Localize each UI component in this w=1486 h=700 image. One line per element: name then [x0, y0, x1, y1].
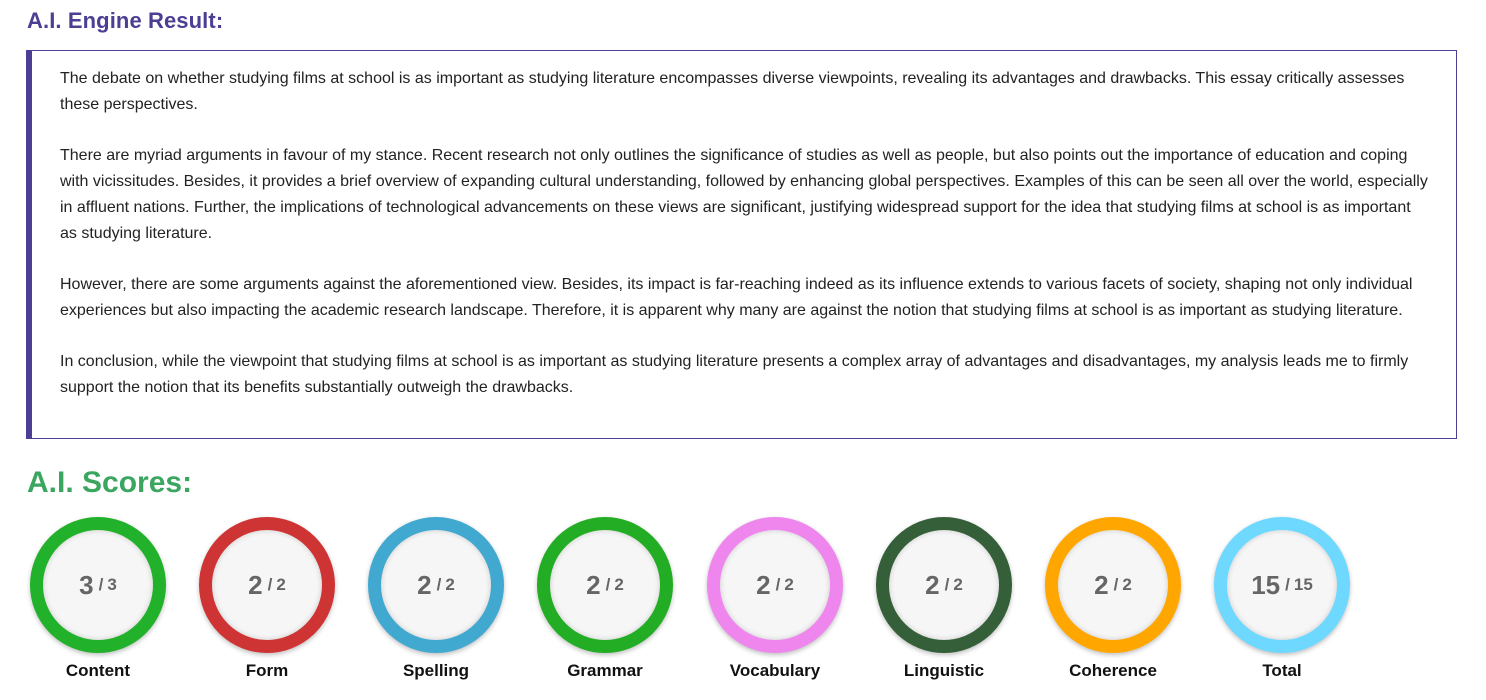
score-grammar: 2/2 Grammar	[537, 517, 673, 681]
score-content: 3/3 Content	[30, 517, 166, 681]
score-max: 15	[1293, 575, 1313, 594]
score-separator: /	[1113, 575, 1119, 594]
score-separator: /	[775, 575, 781, 594]
score-value: 2	[248, 569, 263, 600]
score-max: 2	[953, 575, 963, 594]
score-coherence: 2/2 Coherence	[1045, 517, 1181, 681]
score-ring: 15/15	[1214, 517, 1350, 653]
score-separator: /	[944, 575, 950, 594]
scores-row: 3/3 Content 2/2 Form 2/2 Spelling 2/2 Gr…	[30, 517, 1470, 700]
score-ring: 2/2	[199, 517, 335, 653]
score-form: 2/2 Form	[199, 517, 335, 681]
score-ring: 2/2	[368, 517, 504, 653]
score-label: Spelling	[402, 661, 470, 680]
score-value: 3	[79, 569, 94, 600]
score-label: Content	[65, 661, 131, 680]
score-label: Vocabulary	[729, 661, 821, 680]
score-value: 2	[586, 569, 601, 600]
score-separator: /	[605, 575, 611, 594]
score-label: Grammar	[567, 661, 643, 680]
score-ring: 3/3	[30, 517, 166, 653]
score-spelling: 2/2 Spelling	[368, 517, 504, 681]
score-label: Form	[245, 661, 289, 680]
essay-paragraph: However, there are some arguments agains…	[60, 276, 1413, 319]
score-value: 2	[1094, 569, 1109, 600]
score-separator: /	[98, 575, 104, 594]
score-max: 2	[614, 575, 624, 594]
score-max: 2	[784, 575, 794, 594]
score-ring: 2/2	[876, 517, 1012, 653]
score-label: Coherence	[1069, 661, 1157, 680]
score-separator: /	[267, 575, 273, 594]
score-ring: 2/2	[707, 517, 843, 653]
score-label: Total	[1262, 661, 1302, 680]
score-value: 15	[1251, 569, 1281, 600]
score-max: 2	[445, 575, 455, 594]
score-separator: /	[436, 575, 442, 594]
score-separator: /	[1285, 575, 1290, 594]
score-vocabulary: 2/2 Vocabulary	[707, 517, 843, 681]
score-value: 2	[756, 569, 771, 600]
essay-paragraph: There are myriad arguments in favour of …	[60, 147, 1428, 242]
score-max: 2	[1122, 575, 1132, 594]
score-linguistic: 2/2 Linguistic	[876, 517, 1012, 681]
essay-paragraph: In conclusion, while the viewpoint that …	[60, 353, 1409, 396]
score-label: Linguistic	[903, 661, 985, 680]
score-ring: 2/2	[1045, 517, 1181, 653]
essay-result-box: The debate on whether studying films at …	[26, 50, 1457, 439]
scores-title: A.I. Scores:	[27, 466, 193, 499]
score-max: 3	[107, 575, 117, 594]
score-value: 2	[417, 569, 432, 600]
score-total: 15/15 Total	[1214, 517, 1350, 681]
engine-result-title: A.I. Engine Result:	[27, 8, 224, 33]
score-ring: 2/2	[537, 517, 673, 653]
score-value: 2	[925, 569, 940, 600]
score-max: 2	[276, 575, 286, 594]
essay-paragraph: The debate on whether studying films at …	[60, 70, 1405, 113]
